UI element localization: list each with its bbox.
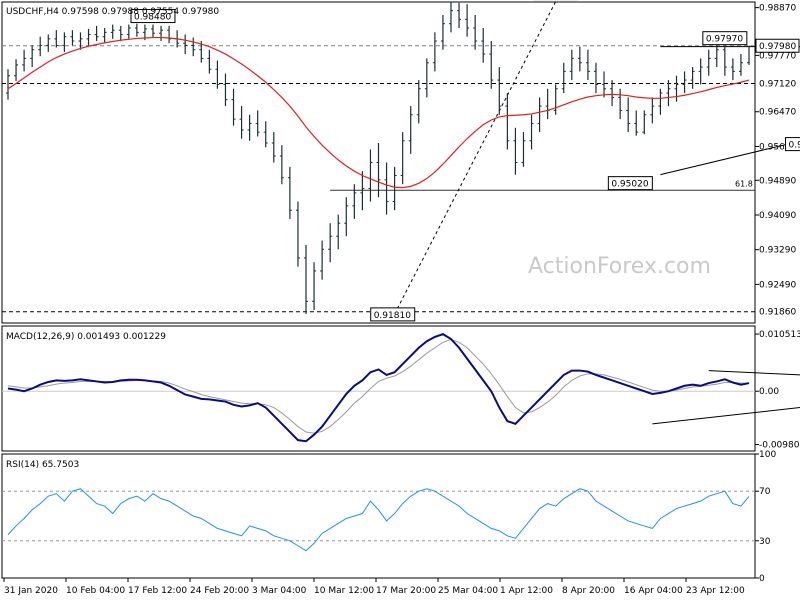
rsi-label: RSI(14) 65.7503 bbox=[6, 460, 79, 470]
price-annotation-box bbox=[130, 9, 176, 24]
price-level-box bbox=[756, 76, 799, 90]
watermark: ActionForex.com bbox=[528, 254, 711, 279]
price-y-tick-label: 0.93290 bbox=[759, 246, 796, 256]
macd-y-tick-label: 0.00 bbox=[759, 387, 779, 397]
x-tick-label: 25 Mar 04:00 bbox=[438, 586, 498, 596]
x-tick-label: 17 Feb 12:00 bbox=[128, 586, 187, 596]
price-level-box bbox=[756, 304, 799, 318]
rsi-y-tick-label: 30 bbox=[759, 537, 771, 547]
x-tick-label: 1 Apr 12:00 bbox=[500, 586, 553, 596]
price-annotation-box bbox=[607, 176, 653, 191]
rsi-y-tick-label: 70 bbox=[759, 487, 771, 497]
x-tick-label: 17 Mar 20:00 bbox=[376, 586, 436, 596]
x-tick-label: 16 Apr 04:00 bbox=[624, 586, 683, 596]
x-tick-label: 10 Mar 12:00 bbox=[314, 586, 374, 596]
price-level-label: 0.97120 bbox=[759, 80, 796, 90]
price-annotation-label: 0.97970 bbox=[706, 35, 743, 45]
rsi-y-tick-label: 100 bbox=[759, 450, 776, 460]
price-trendline bbox=[394, 1, 557, 315]
price-annotation-box bbox=[702, 31, 748, 46]
price-annotation-label: 0.98480 bbox=[134, 13, 171, 23]
rsi-y-tick-label: 0 bbox=[759, 574, 765, 584]
fib-label: 61.8 bbox=[735, 179, 753, 188]
macd-trendline bbox=[708, 370, 800, 376]
price-y-tick-label: 0.94090 bbox=[759, 211, 796, 221]
price-y-tick-label: 0.96470 bbox=[759, 108, 796, 118]
price-y-tick-label: 0.97770 bbox=[759, 51, 796, 61]
x-tick-label: 10 Feb 04:00 bbox=[66, 586, 125, 596]
x-tick-label: 31 Jan 2020 bbox=[4, 586, 58, 596]
price-y-tick-label: 0.95670 bbox=[759, 142, 796, 152]
x-tick-label: 23 Apr 12:00 bbox=[686, 586, 745, 596]
price-annotation-label: 0.95020 bbox=[611, 180, 648, 190]
price-trendline bbox=[660, 140, 800, 176]
panel-frame-2 bbox=[1, 325, 756, 452]
panel-frame-3 bbox=[1, 453, 756, 579]
x-tick-label: 24 Feb 20:00 bbox=[190, 586, 249, 596]
price-level-box bbox=[755, 38, 800, 53]
x-tick-label: 8 Apr 20:00 bbox=[562, 586, 615, 596]
price-y-tick-label: 0.98870 bbox=[759, 4, 796, 14]
price-level-label: 0.97980 bbox=[759, 42, 796, 52]
chart-title: USDCHF,H4 0.97598 0.97988 0.97554 0.9798… bbox=[6, 7, 219, 17]
macd-trendline bbox=[652, 407, 800, 425]
price-annotation-box bbox=[370, 307, 416, 322]
macd-y-tick-label: -0.009804 bbox=[759, 441, 800, 451]
price-y-tick-label: 0.92490 bbox=[759, 280, 796, 290]
price-y-tick-label: 0.94890 bbox=[759, 176, 796, 186]
x-tick-label: 3 Mar 04:00 bbox=[252, 586, 307, 596]
rsi-line bbox=[7, 488, 750, 552]
moving-average-line bbox=[7, 36, 750, 189]
price-annotation-label: 0.91810 bbox=[374, 311, 411, 321]
macd-y-tick-label: 0.010513 bbox=[759, 330, 800, 340]
price-annotation-box bbox=[785, 137, 800, 152]
macd-line bbox=[7, 333, 750, 443]
price-level-label: 0.91860 bbox=[759, 308, 796, 318]
macd-label: MACD(12,26,9) 0.001493 0.001229 bbox=[6, 332, 166, 342]
price-annotation-label: 0.95920 bbox=[789, 141, 800, 151]
